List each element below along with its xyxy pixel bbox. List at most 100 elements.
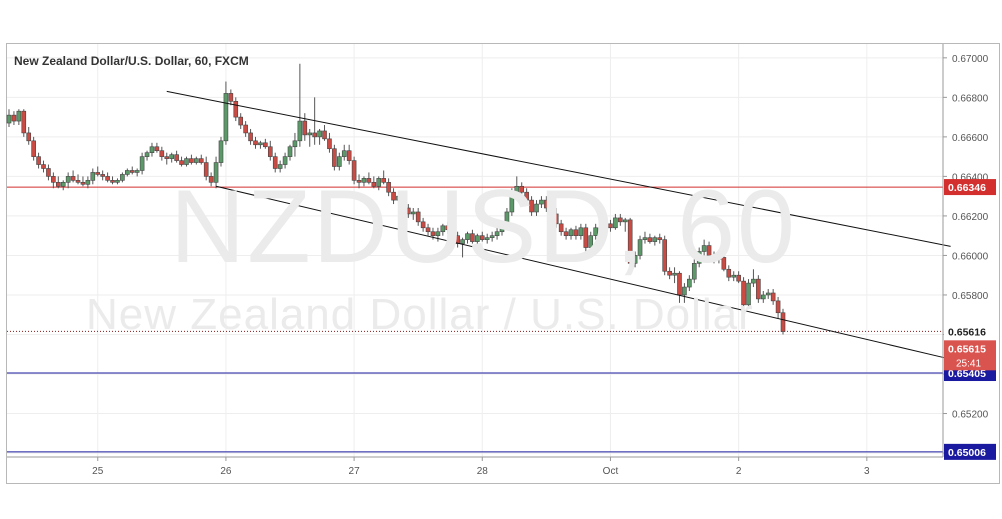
candle-body — [287, 146, 293, 157]
candle-body — [120, 174, 125, 181]
candle-body — [568, 229, 574, 236]
candle-body — [381, 178, 386, 183]
candle-body — [60, 182, 66, 187]
x-tick-label: 26 — [220, 466, 232, 477]
last-price-label: 0.65615 — [948, 343, 986, 355]
candle-body — [440, 225, 446, 233]
x-tick-label: 25 — [92, 466, 104, 477]
candle-body — [233, 101, 239, 118]
candle-body — [95, 172, 101, 175]
candle-body — [169, 154, 174, 159]
candle-body — [613, 217, 618, 229]
y-tick-label: 0.65200 — [952, 410, 989, 421]
candle-body — [652, 237, 658, 242]
candle-body — [376, 178, 382, 187]
candle-body — [642, 237, 648, 240]
candle-body — [657, 237, 663, 240]
grid — [7, 44, 943, 457]
candle-body — [75, 180, 81, 183]
candle-body — [248, 132, 253, 142]
candle-body — [524, 191, 529, 201]
y-tick-label: 0.66600 — [952, 133, 989, 144]
level-badge-bg — [944, 443, 996, 460]
time-axis: 25 26 27 28 Oct 2 3 — [7, 456, 943, 477]
candle-body — [139, 156, 145, 171]
candle-body — [780, 312, 786, 332]
candle-body — [563, 231, 569, 236]
candle-body — [662, 239, 667, 272]
candle-body — [351, 160, 357, 181]
candle-body — [578, 227, 584, 236]
candle-body — [450, 229, 456, 236]
candle-body — [337, 156, 342, 167]
candle-body — [499, 225, 505, 233]
candle-body — [420, 221, 426, 229]
candle-body — [445, 225, 451, 231]
candle-body — [539, 199, 544, 205]
candle-body — [548, 207, 554, 215]
candle-body — [332, 148, 337, 167]
candle-body — [243, 124, 248, 134]
candle-body — [267, 146, 273, 157]
candle-body — [573, 229, 579, 236]
channel-line — [215, 185, 951, 360]
candle-body — [179, 160, 184, 165]
y-tick-label: 0.65800 — [952, 291, 989, 302]
y-tick-label: 0.66200 — [952, 212, 989, 223]
candle-body — [484, 237, 490, 240]
candle-body — [618, 217, 623, 223]
candle-body — [430, 231, 436, 236]
candle-body — [741, 280, 746, 306]
candle-body — [154, 146, 160, 152]
level-badge: 0.66346 — [948, 182, 986, 194]
candle-body — [159, 150, 165, 157]
y-tick-label: 0.66400 — [952, 172, 989, 183]
chart-frame — [6, 43, 1000, 484]
candle-body — [371, 182, 377, 187]
price-axis: 0.67000 0.66800 0.66600 0.66400 0.66200 0.660… — [942, 44, 996, 460]
candle-body — [218, 140, 224, 163]
candle-body — [519, 185, 525, 193]
candle-body — [46, 168, 51, 177]
x-tick-label: 2 — [736, 466, 742, 477]
candle-body — [65, 176, 71, 183]
candle-body — [667, 270, 672, 276]
candle-body — [603, 223, 608, 233]
candle-body — [55, 182, 61, 187]
candle-body — [475, 235, 480, 242]
candle-body — [504, 211, 510, 227]
candle-body — [726, 268, 732, 278]
candle-body — [361, 178, 367, 183]
candle-body — [598, 227, 603, 233]
candle-body — [125, 170, 130, 175]
candle-body — [608, 223, 613, 229]
candle-body — [425, 227, 431, 233]
level-badge-bg — [944, 323, 996, 340]
candle-body — [80, 182, 86, 185]
candle-body — [129, 170, 135, 173]
candle-body — [775, 300, 781, 314]
candle-body — [327, 138, 332, 150]
candle-body — [396, 195, 401, 201]
candle-body — [682, 286, 687, 296]
candle-body — [105, 176, 110, 181]
candle-body — [258, 142, 263, 146]
candle-body — [465, 233, 470, 240]
candle-body — [277, 164, 283, 169]
candle-body — [760, 294, 766, 300]
candle-body — [410, 211, 416, 215]
candle-body — [70, 176, 76, 181]
candle-body — [174, 154, 179, 161]
candle-body — [677, 272, 682, 296]
candle-body — [16, 110, 22, 122]
candle-body — [208, 176, 214, 183]
candle-body — [721, 257, 727, 270]
level-badge: 0.65006 — [948, 447, 986, 459]
candle-body — [736, 274, 741, 282]
candle-body — [253, 140, 258, 146]
candle-body — [51, 176, 56, 183]
candle-body — [322, 130, 327, 140]
candle-body — [756, 278, 761, 300]
candle-body — [144, 152, 150, 157]
